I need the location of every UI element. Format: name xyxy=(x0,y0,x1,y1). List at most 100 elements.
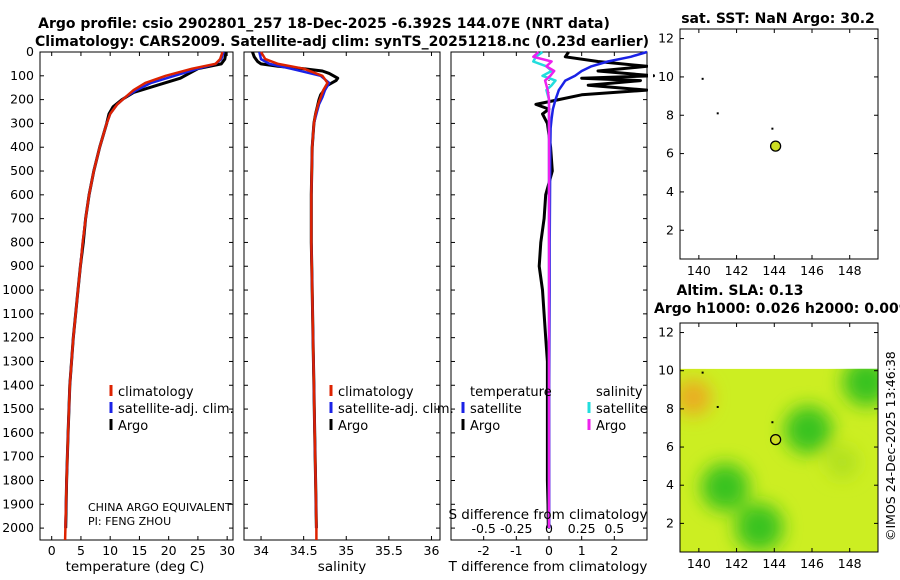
y-tick-label: 8 xyxy=(666,401,674,416)
y-tick-label: 900 xyxy=(10,258,34,273)
t-diff-xlabel: T difference from climatology xyxy=(448,559,648,575)
sla-anomaly-high xyxy=(680,379,712,416)
x-tick-label: 140 xyxy=(687,556,711,571)
s-tick-label: 0.5 xyxy=(604,521,624,536)
y-tick-label: 2 xyxy=(666,515,674,530)
y-tick-label: 10 xyxy=(658,69,674,84)
y-tick-label: 1700 xyxy=(2,449,34,464)
s-tick-label: -0.5 xyxy=(471,521,495,536)
legend-climatology: climatology xyxy=(338,385,414,400)
salinity-legend: climatology satellite-adj. clim. Argo xyxy=(338,385,454,434)
legend-t-argo: Argo xyxy=(470,419,500,434)
y-tick-label: 1600 xyxy=(2,425,34,440)
x-tick-label: 142 xyxy=(725,263,749,278)
difference-legend: temperature salinity satellite Argo sate… xyxy=(470,385,648,434)
y-tick-label: 400 xyxy=(10,139,34,154)
y-tick-label: 1000 xyxy=(2,282,34,297)
s-diff-xlabel: S difference from climatology xyxy=(448,507,647,523)
y-tick-label: 4 xyxy=(666,184,674,199)
y-tick-label: 600 xyxy=(10,187,34,202)
float-position-marker xyxy=(769,140,782,152)
sst-map-panel: 2 4 6 8 10 12 140 142 144 146 148 xyxy=(658,28,879,278)
legend-satellite: satellite-adj. clim. xyxy=(338,402,454,417)
y-tick-label: 6 xyxy=(666,439,674,454)
main-title-line1: Argo profile: csio 2902801_257 18-Dec-20… xyxy=(38,16,610,32)
y-tick-label: 100 xyxy=(10,68,34,83)
y-tick-label: 4 xyxy=(666,477,674,492)
salinity-xlabel: salinity xyxy=(318,559,366,575)
x-tick-label: 25 xyxy=(190,543,206,558)
x-tick-label: 1 xyxy=(578,543,586,558)
y-tick-label: 12 xyxy=(658,31,674,46)
y-tick-label: 1900 xyxy=(2,496,34,511)
y-tick-label: 10 xyxy=(658,363,674,378)
temperature-panel: 0100200300400500600700800900100011001200… xyxy=(2,44,235,558)
sla-title-line2: Argo h1000: 0.026 h2000: 0.0099 xyxy=(654,301,900,317)
y-tick-label: 2 xyxy=(666,222,674,237)
y-tick-label: 700 xyxy=(10,211,34,226)
y-tick-label: 1800 xyxy=(2,472,34,487)
legend-satellite: satellite-adj. clim. xyxy=(118,402,234,417)
legend-argo: Argo xyxy=(338,419,368,434)
s-tick-label: 0.25 xyxy=(568,521,596,536)
float-position-marker xyxy=(769,433,782,446)
y-tick-label: 12 xyxy=(658,325,674,340)
x-tick-label: 35 xyxy=(338,543,354,558)
series-line-magenta xyxy=(532,51,556,529)
x-tick-label: 36 xyxy=(424,543,440,558)
temperature-xlabel: temperature (deg C) xyxy=(66,559,205,575)
sst-title: sat. SST: NaN Argo: 30.2 xyxy=(681,11,875,27)
x-tick-label: 146 xyxy=(800,556,824,571)
x-tick-label: -1 xyxy=(510,543,522,558)
y-tick-label: 800 xyxy=(10,234,34,249)
s-tick-label: -0.25 xyxy=(500,521,532,536)
x-tick-label: 34 xyxy=(253,543,269,558)
imos-credit: ©IMOS 24-Dec-2025 13:46:38 xyxy=(883,351,898,541)
y-tick-label: 1300 xyxy=(2,353,34,368)
x-tick-label: 10 xyxy=(102,543,118,558)
y-tick-label: 1400 xyxy=(2,377,34,392)
sla-field xyxy=(680,368,878,552)
x-tick-label: 20 xyxy=(161,543,177,558)
legend-climatology: climatology xyxy=(118,385,194,400)
sla-title-line1: Altim. SLA: 0.13 xyxy=(676,283,803,299)
sla-blobs xyxy=(680,368,878,552)
x-tick-label: 144 xyxy=(762,556,786,571)
y-tick-label: 1100 xyxy=(2,306,34,321)
x-tick-label: 148 xyxy=(838,556,862,571)
y-tick-label: 1200 xyxy=(2,330,34,345)
sla-anomaly-low xyxy=(842,368,878,407)
plot-frame xyxy=(243,51,441,541)
map-frame xyxy=(679,322,879,553)
salinity-panel: 34 34.5 35 35.5 36 xyxy=(243,51,441,558)
sla-map-panel: 2 4 6 8 10 12 140 142 144 146 148 xyxy=(658,322,879,571)
legend-temperature-header: temperature xyxy=(470,385,552,400)
x-tick-label: 15 xyxy=(131,543,147,558)
x-tick-label: 140 xyxy=(687,263,711,278)
sla-anomaly-low xyxy=(784,405,833,454)
x-tick-label: -2 xyxy=(477,543,489,558)
y-tick-label: 8 xyxy=(666,107,674,122)
difference-panel: -2 -1 0 1 2 -0.5 -0.25 0 0.25 0.5 xyxy=(450,50,655,558)
legend-salinity-header: salinity xyxy=(596,385,643,400)
x-tick-label: 2 xyxy=(610,543,618,558)
track-point xyxy=(771,127,774,130)
y-tick-label: 0 xyxy=(26,44,34,59)
main-title-line2: Climatology: CARS2009. Satellite-adj cli… xyxy=(35,34,649,50)
y-tick-label: 1500 xyxy=(2,401,34,416)
track-point xyxy=(771,421,774,424)
sla-anomaly-low xyxy=(701,463,750,512)
series-line-climatology xyxy=(63,51,224,541)
x-tick-label: 146 xyxy=(800,263,824,278)
sla-anomaly-mid xyxy=(826,446,859,479)
sla-anomaly-low xyxy=(735,503,784,552)
x-tick-label: 0 xyxy=(48,543,56,558)
x-tick-label: 0 xyxy=(545,543,553,558)
x-tick-label: 34.5 xyxy=(290,543,318,558)
x-tick-label: 30 xyxy=(219,543,235,558)
panel-edge-mask xyxy=(648,50,653,542)
legend-argo: Argo xyxy=(118,419,148,434)
series-line-climatology xyxy=(259,51,329,540)
y-tick-label: 200 xyxy=(10,92,34,107)
